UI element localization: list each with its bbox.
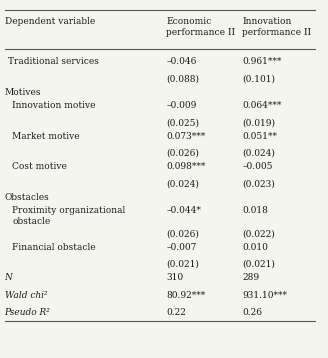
Text: (0.023): (0.023): [242, 179, 275, 188]
Text: –0.044*: –0.044*: [166, 206, 201, 216]
Text: 0.073***: 0.073***: [166, 132, 206, 141]
Text: Wald chi²: Wald chi²: [5, 291, 47, 300]
Text: Proximity organizational
obstacle: Proximity organizational obstacle: [12, 206, 126, 226]
Text: 0.010: 0.010: [242, 243, 268, 252]
Text: (0.019): (0.019): [242, 118, 276, 127]
Text: 80.92***: 80.92***: [166, 291, 206, 300]
Text: (0.101): (0.101): [242, 74, 276, 83]
Text: Obstacles: Obstacles: [5, 193, 49, 202]
Text: (0.021): (0.021): [242, 260, 275, 269]
Text: (0.024): (0.024): [166, 179, 199, 188]
Text: (0.026): (0.026): [166, 229, 199, 238]
Text: (0.025): (0.025): [166, 118, 199, 127]
Text: Market motive: Market motive: [12, 132, 80, 141]
Text: Innovation motive: Innovation motive: [12, 101, 96, 110]
Text: 0.961***: 0.961***: [242, 57, 282, 66]
Text: Financial obstacle: Financial obstacle: [12, 243, 96, 252]
Text: (0.022): (0.022): [242, 229, 275, 238]
Text: (0.088): (0.088): [166, 74, 199, 83]
Text: (0.021): (0.021): [166, 260, 199, 269]
Text: Pseudo R²: Pseudo R²: [5, 308, 51, 316]
Text: 931.10***: 931.10***: [242, 291, 287, 300]
Text: 0.26: 0.26: [242, 308, 262, 316]
Text: –0.007: –0.007: [166, 243, 197, 252]
Text: (0.026): (0.026): [166, 149, 199, 158]
Text: Dependent variable: Dependent variable: [5, 18, 95, 26]
Text: 0.018: 0.018: [242, 206, 268, 216]
Text: –0.009: –0.009: [166, 101, 197, 110]
Text: 0.22: 0.22: [166, 308, 186, 316]
Text: N: N: [5, 274, 12, 282]
Text: –0.046: –0.046: [166, 57, 197, 66]
Text: 310: 310: [166, 274, 183, 282]
Text: Cost motive: Cost motive: [12, 162, 67, 171]
Text: 289: 289: [242, 274, 259, 282]
Text: –0.005: –0.005: [242, 162, 273, 171]
Text: (0.024): (0.024): [242, 149, 275, 158]
Text: Traditional services: Traditional services: [8, 57, 99, 66]
Text: Economic
performance II: Economic performance II: [166, 18, 236, 37]
Text: Innovation
performance II: Innovation performance II: [242, 18, 312, 37]
Text: Motives: Motives: [5, 88, 41, 97]
Text: 0.064***: 0.064***: [242, 101, 282, 110]
Text: 0.098***: 0.098***: [166, 162, 206, 171]
Text: 0.051**: 0.051**: [242, 132, 277, 141]
